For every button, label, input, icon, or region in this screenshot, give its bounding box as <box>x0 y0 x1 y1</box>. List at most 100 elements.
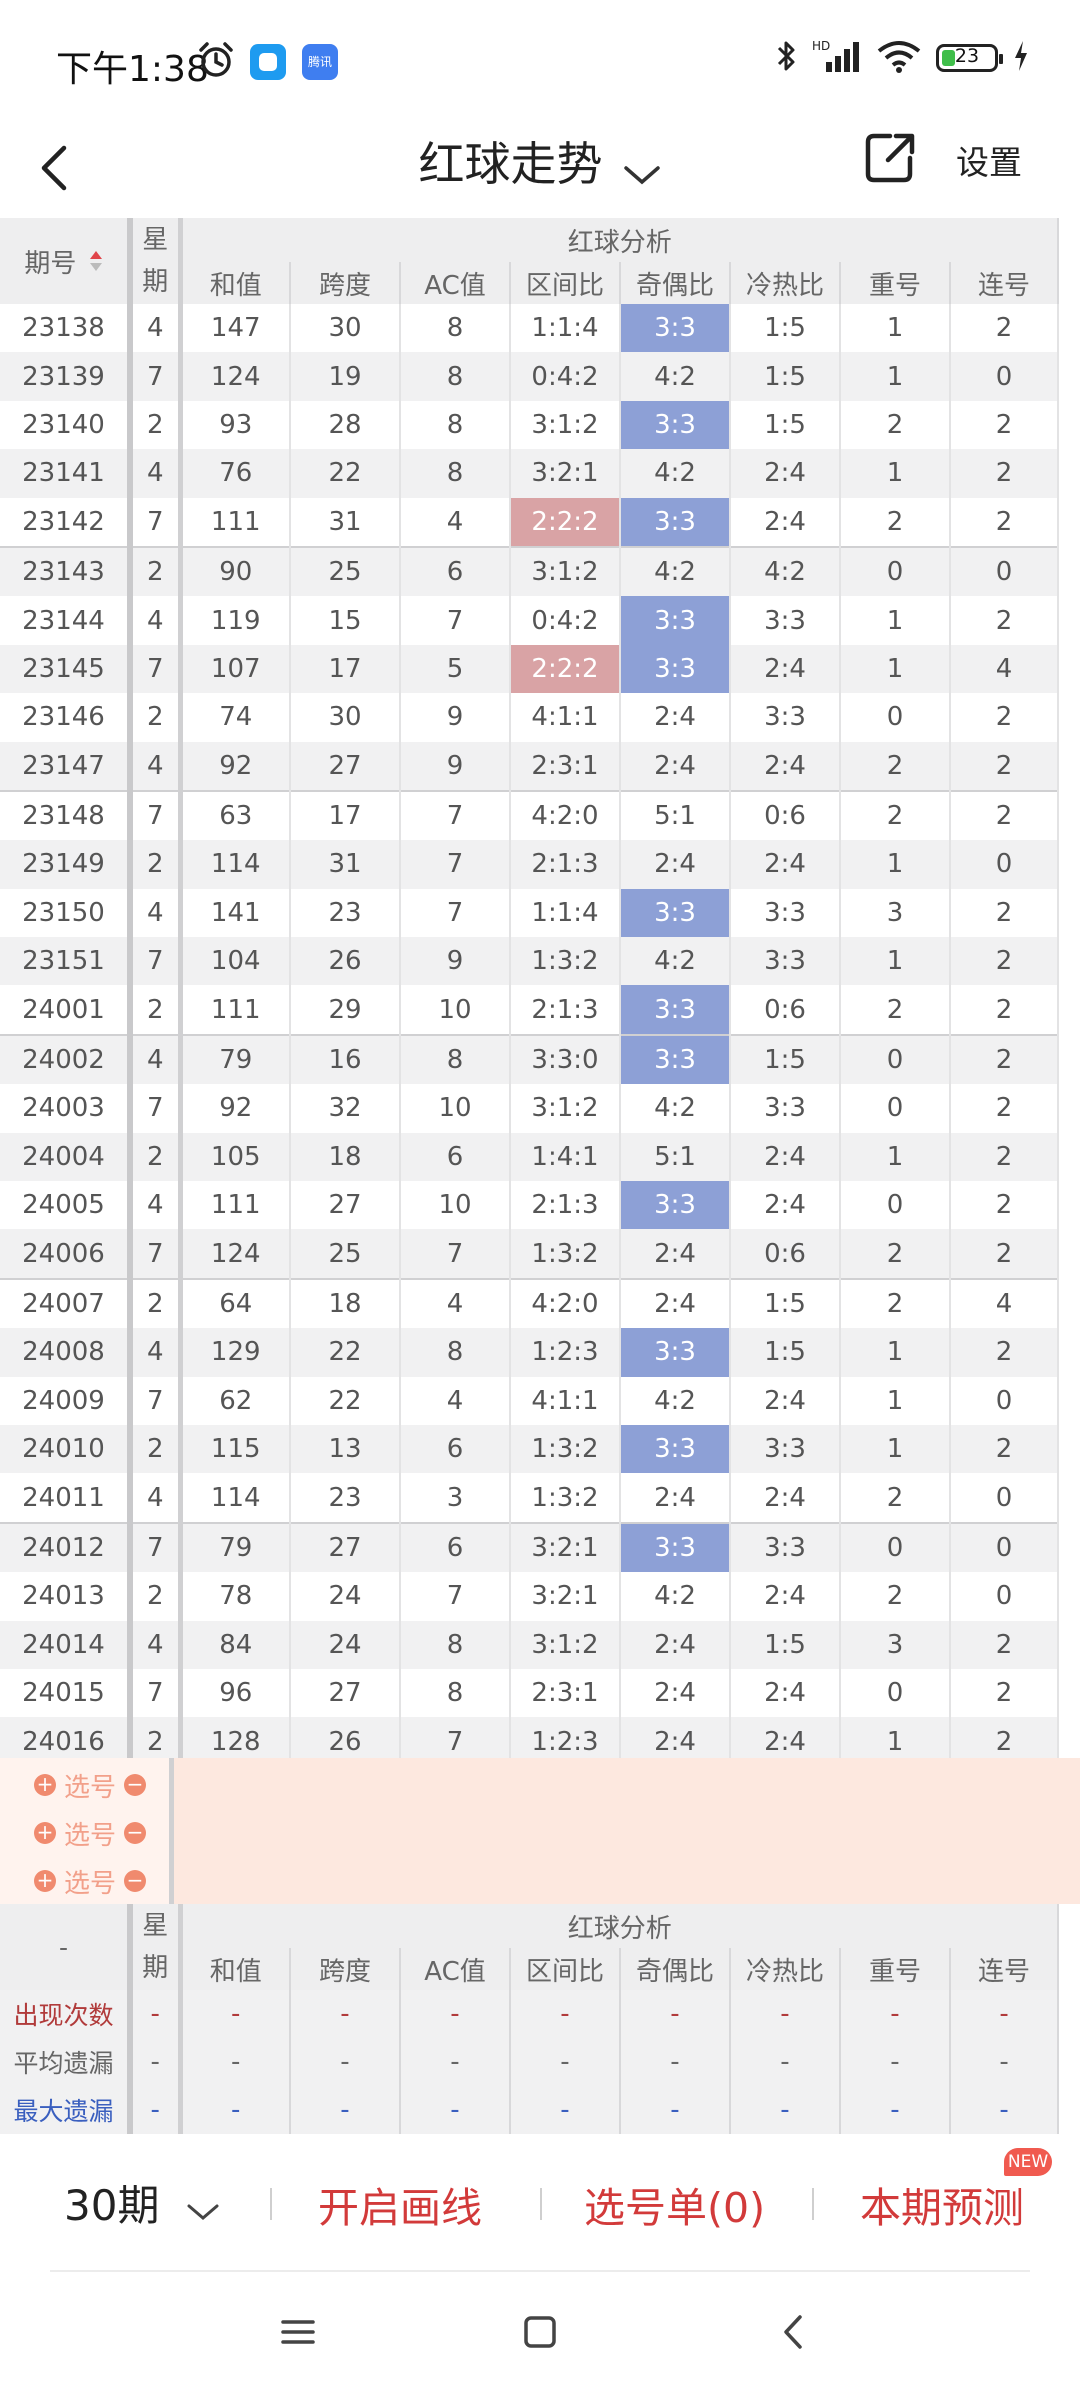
table-row: 23140 2 93 28 8 3:1:2 3:3 1:5 2 2 <box>0 401 1058 449</box>
table-row: 23141 4 76 22 8 3:2:1 4:2 2:4 1 2 <box>0 449 1058 497</box>
period-count-dropdown[interactable]: 30期 <box>64 2172 221 2233</box>
value-cell: 8 <box>400 401 510 449</box>
value-cell: 0 <box>950 1473 1058 1522</box>
value-cell: 8 <box>400 1621 510 1669</box>
plus-icon[interactable]: + <box>34 1822 56 1844</box>
settings-button[interactable]: 设置 <box>956 136 1022 184</box>
summary-row: 出现次数 - - - - - - - - - <box>0 1990 1058 2038</box>
value-cell: 3:3 <box>620 1523 730 1572</box>
value-cell: 2 <box>950 985 1058 1034</box>
weekday-cell: 4 <box>130 1621 180 1669</box>
summary-value-cell: - <box>620 1990 730 2038</box>
weekday-cell: 2 <box>130 985 180 1034</box>
value-cell: 3:2:1 <box>510 1523 620 1572</box>
value-cell: 4:2 <box>620 547 730 596</box>
value-cell: 2 <box>840 742 950 791</box>
value-cell: 3:2:1 <box>510 449 620 497</box>
alarm-icon <box>196 40 236 84</box>
share-icon[interactable] <box>860 128 920 188</box>
column-header: 重号 <box>840 262 950 304</box>
value-cell: 2 <box>950 693 1058 741</box>
minus-icon[interactable]: − <box>124 1870 146 1892</box>
select-number-label[interactable]: 选号 <box>64 1863 116 1900</box>
summary-value-cell: - <box>730 1990 840 2038</box>
menu-icon[interactable] <box>280 2314 316 2354</box>
summary-value-cell: - <box>840 2038 950 2086</box>
value-cell: 0 <box>840 1084 950 1132</box>
summary-value-cell: - <box>620 2086 730 2134</box>
period-cell: 24007 <box>0 1279 130 1328</box>
summary-column-header: 奇偶比 <box>620 1948 730 1990</box>
value-cell: 4 <box>400 1279 510 1328</box>
value-cell: 27 <box>290 1523 400 1572</box>
summary-value-cell: - <box>180 2086 290 2134</box>
table-row: 23151 7 104 26 9 1:3:2 4:2 3:3 1 2 <box>0 937 1058 985</box>
weekday-cell: 2 <box>130 547 180 596</box>
value-cell: 0 <box>950 1572 1058 1620</box>
select-number-label[interactable]: 选号 <box>64 1767 116 1804</box>
value-cell: 1 <box>840 1425 950 1473</box>
prediction-button[interactable]: 本期预测 <box>860 2174 1024 2234</box>
column-header: 冷热比 <box>730 262 840 304</box>
trend-table: 期号 星期 红球分析 和值 跨度 AC值 区间比 奇偶比 冷热比 重号 连号 23138 4 14… <box>0 218 1059 1766</box>
value-cell: 2 <box>950 1669 1058 1717</box>
pick-list-button[interactable]: 选号单(0) <box>584 2174 765 2234</box>
weekday-header-label: 星期 <box>141 219 169 303</box>
weekday-cell: 4 <box>130 304 180 352</box>
column-header: 和值 <box>180 262 290 304</box>
summary-row: 平均遗漏 - - - - - - - - - <box>0 2038 1058 2086</box>
value-cell: 0:4:2 <box>510 596 620 644</box>
value-cell: 114 <box>180 840 290 888</box>
value-cell: 79 <box>180 1035 290 1084</box>
value-cell: 114 <box>180 1473 290 1522</box>
weekday-cell: 4 <box>130 1473 180 1522</box>
select-number-label[interactable]: 选号 <box>64 1815 116 1852</box>
value-cell: 10 <box>400 985 510 1034</box>
value-cell: 111 <box>180 498 290 547</box>
table-row: 23138 4 147 30 8 1:1:4 3:3 1:5 1 2 <box>0 304 1058 352</box>
value-cell: 29 <box>290 985 400 1034</box>
back-icon[interactable] <box>776 2312 812 2356</box>
value-cell: 115 <box>180 1425 290 1473</box>
value-cell: 2 <box>950 1621 1058 1669</box>
value-cell: 8 <box>400 1035 510 1084</box>
value-cell: 4:2 <box>620 1377 730 1425</box>
value-cell: 2 <box>840 1572 950 1620</box>
value-cell: 18 <box>290 1279 400 1328</box>
minus-icon[interactable]: − <box>124 1822 146 1844</box>
plus-icon[interactable]: + <box>34 1774 56 1796</box>
value-cell: 4 <box>950 1279 1058 1328</box>
home-icon[interactable] <box>522 2314 558 2354</box>
table-row: 24007 2 64 18 4 4:2:0 2:4 1:5 2 4 <box>0 1279 1058 1328</box>
value-cell: 23 <box>290 889 400 937</box>
value-cell: 26 <box>290 937 400 985</box>
value-cell: 1:5 <box>730 1328 840 1376</box>
select-number-row: + 选号 − <box>34 1810 146 1856</box>
weekday-cell: 2 <box>130 1572 180 1620</box>
value-cell: 7 <box>400 1229 510 1278</box>
value-cell: 9 <box>400 693 510 741</box>
minus-icon[interactable]: − <box>124 1774 146 1796</box>
value-cell: 13 <box>290 1425 400 1473</box>
summary-value-cell: - <box>510 1990 620 2038</box>
table-row: 24005 4 111 27 10 2:1:3 3:3 2:4 0 2 <box>0 1181 1058 1229</box>
value-cell: 0 <box>950 352 1058 400</box>
value-cell: 19 <box>290 352 400 400</box>
value-cell: 63 <box>180 791 290 840</box>
period-column-header[interactable]: 期号 <box>0 218 130 304</box>
number-selection-area: + 选号 − + 选号 − + 选号 − <box>0 1758 1080 1904</box>
value-cell: 2 <box>950 449 1058 497</box>
draw-lines-button[interactable]: 开启画线 <box>318 2174 482 2234</box>
value-cell: 1:3:2 <box>510 1473 620 1522</box>
plus-icon[interactable]: + <box>34 1870 56 1892</box>
summary-value-cell: - <box>400 2086 510 2134</box>
table-row: 24004 2 105 18 6 1:4:1 5:1 2:4 1 2 <box>0 1133 1058 1181</box>
summary-column-header: 区间比 <box>510 1948 620 1990</box>
value-cell: 7 <box>400 791 510 840</box>
value-cell: 2 <box>950 791 1058 840</box>
value-cell: 2:2:2 <box>510 498 620 547</box>
value-cell: 7 <box>400 1572 510 1620</box>
status-icons: HD 23 <box>776 38 1030 78</box>
value-cell: 129 <box>180 1328 290 1376</box>
value-cell: 10 <box>400 1084 510 1132</box>
